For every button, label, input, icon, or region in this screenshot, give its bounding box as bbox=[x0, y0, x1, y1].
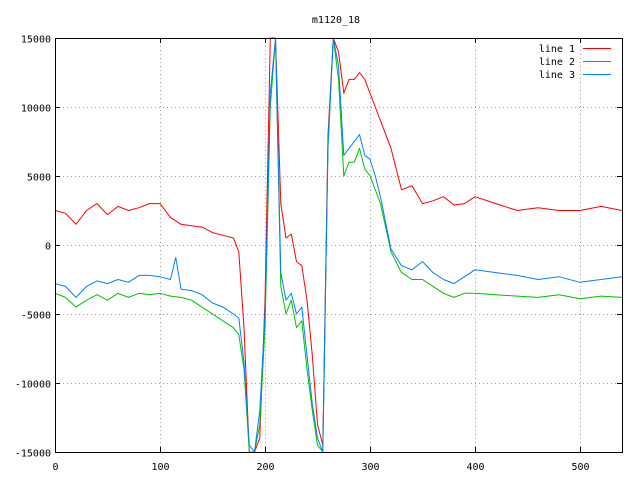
y-tick-label: -5000 bbox=[21, 311, 51, 322]
y-tick-label: 0 bbox=[45, 242, 51, 253]
y-tick-label: 10000 bbox=[21, 104, 51, 115]
y-tick-label: -10000 bbox=[15, 380, 51, 391]
axis-ticks bbox=[55, 38, 622, 453]
y-tick-label: 5000 bbox=[27, 173, 51, 184]
series-lines bbox=[54, 37, 623, 453]
y-axis-tick-labels: -15000 -10000 -5000 0 5000 10000 15000 bbox=[15, 35, 51, 460]
legend-label-3: line 3 bbox=[539, 70, 575, 81]
x-tick-label: 200 bbox=[256, 462, 274, 473]
y-tick-label: -15000 bbox=[15, 449, 51, 460]
x-tick-label: 0 bbox=[52, 462, 58, 473]
series-line-1 bbox=[54, 37, 623, 453]
chart-title: m1120_18 bbox=[312, 15, 360, 26]
x-tick-label: 300 bbox=[361, 462, 379, 473]
plot-frame bbox=[55, 38, 623, 453]
x-tick-label: 500 bbox=[571, 462, 589, 473]
series-line-3 bbox=[54, 37, 623, 453]
legend: line 1 line 2 line 3 bbox=[539, 44, 611, 81]
x-tick-label: 400 bbox=[466, 462, 484, 473]
legend-label-2: line 2 bbox=[539, 57, 575, 68]
x-tick-label: 100 bbox=[151, 462, 169, 473]
legend-label-1: line 1 bbox=[539, 44, 575, 55]
y-tick-label: 15000 bbox=[21, 35, 51, 46]
series-line-2 bbox=[54, 37, 623, 453]
x-axis-tick-labels: 0 100 200 300 400 500 bbox=[52, 462, 589, 473]
gridlines bbox=[55, 38, 622, 452]
